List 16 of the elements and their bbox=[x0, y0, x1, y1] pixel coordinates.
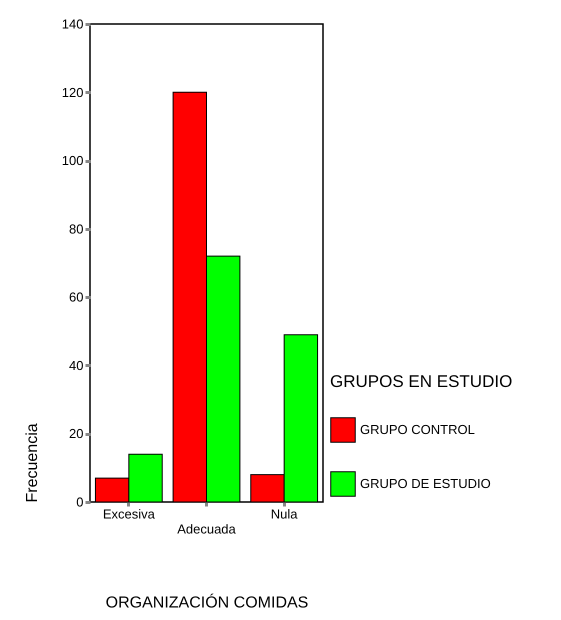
legend-title: GRUPOS EN ESTUDIO bbox=[330, 372, 512, 391]
legend-label: GRUPO CONTROL bbox=[360, 422, 475, 437]
y-tick-label: 40 bbox=[69, 358, 84, 373]
y-tick-label: 0 bbox=[76, 494, 84, 510]
y-tick-label: 60 bbox=[69, 290, 84, 305]
x-tick-label: Adecuada bbox=[177, 522, 237, 536]
y-tick-label: 120 bbox=[62, 84, 84, 100]
x-tick-label: Nula bbox=[270, 506, 298, 522]
x-tick-label: Excesiva bbox=[102, 506, 156, 522]
y-tick-label: 100 bbox=[62, 153, 84, 168]
legend-label: GRUPO DE ESTUDIO bbox=[360, 476, 491, 491]
y-tick-label: 20 bbox=[69, 426, 84, 442]
y-tick-label: 80 bbox=[69, 221, 84, 236]
x-axis-title: ORGANIZACIÓN COMIDAS bbox=[106, 594, 308, 612]
y-axis-title: Frecuencia bbox=[24, 423, 41, 502]
y-tick-label: 140 bbox=[62, 16, 84, 32]
